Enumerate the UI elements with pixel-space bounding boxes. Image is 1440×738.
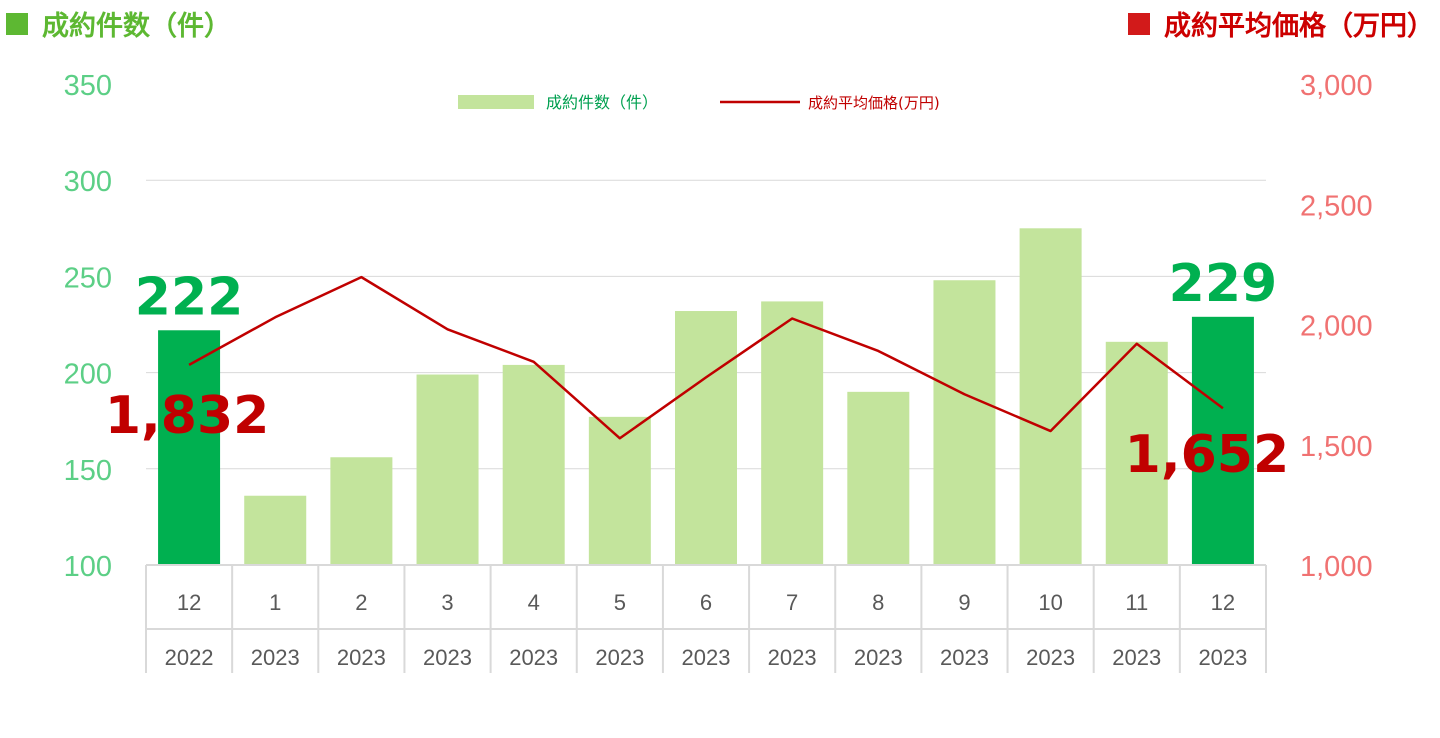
right-axis-tick-label: 1,000: [1300, 551, 1373, 583]
x-tick-year: 2023: [1198, 645, 1247, 670]
bar: [933, 280, 996, 565]
x-tick-year: 2023: [682, 645, 731, 670]
x-tick-month: 2: [355, 590, 367, 615]
value-callouts: 222 229 1,832 1,652: [105, 254, 1289, 485]
x-tick-year: 2023: [1026, 645, 1075, 670]
right-axis-tick-label: 1,500: [1300, 431, 1373, 463]
bar: [502, 364, 565, 565]
bar: [158, 330, 221, 565]
bar: [244, 495, 307, 565]
bar: [847, 391, 910, 565]
x-tick-month: 1: [269, 590, 281, 615]
left-axis-tick-label: 300: [64, 166, 112, 198]
right-axis-tick-label: 2,000: [1300, 311, 1373, 343]
x-tick-month: 11: [1125, 590, 1148, 615]
x-tick-month: 9: [958, 590, 970, 615]
value-callout: 229: [1169, 254, 1278, 314]
x-tick-month: 7: [786, 590, 798, 615]
x-tick-month: 3: [441, 590, 453, 615]
bar-series: [158, 228, 1254, 566]
left-axis-tick-label: 250: [64, 262, 112, 294]
value-callout: 1,832: [105, 386, 269, 446]
x-tick-year: 2023: [509, 645, 558, 670]
red-square-icon: [1128, 12, 1150, 35]
x-tick-month: 6: [700, 590, 712, 615]
x-tick-year: 2023: [854, 645, 903, 670]
right-axis-title-text: 成約平均価格（万円）: [1164, 11, 1434, 42]
x-tick-month: 8: [872, 590, 884, 615]
bar: [330, 457, 393, 565]
green-square-icon: [6, 12, 28, 35]
x-tick-year: 2023: [423, 645, 472, 670]
bar: [675, 311, 737, 565]
left-axis-tick-label: 200: [64, 359, 112, 391]
bar: [1191, 316, 1254, 565]
value-callout: 222: [135, 267, 244, 327]
legend-bar-swatch: [458, 95, 534, 109]
x-tick-year: 2023: [251, 645, 300, 670]
left-axis-tick-label: 150: [64, 455, 112, 487]
x-tick-month: 12: [1211, 590, 1235, 615]
right-axis-ticks: 3,000 2,500 2,000 1,500 1,000: [1300, 70, 1373, 583]
line-series: [188, 275, 1224, 440]
x-tick-year: 2023: [337, 645, 386, 670]
legend: 成約件数（件） 成約平均価格(万円): [458, 93, 940, 112]
x-tick-month: 12: [177, 590, 201, 615]
bar: [416, 374, 479, 565]
value-callout: 1,652: [1125, 425, 1289, 485]
bar: [588, 416, 651, 565]
x-tick-year: 2023: [768, 645, 817, 670]
bar: [1019, 228, 1082, 566]
x-tick-month: 10: [1038, 590, 1062, 615]
x-axis: 12 2022 1 2023 2 2023 3 2023 4 2023 5 2023 6 2023 7 202…: [145, 564, 1267, 673]
x-tick-month: 4: [528, 590, 540, 615]
x-tick-year: 2023: [940, 645, 989, 670]
legend-line-label: 成約平均価格(万円): [808, 94, 940, 112]
left-axis-tick-label: 350: [64, 70, 112, 102]
x-tick-year: 2022: [165, 645, 214, 670]
left-axis-title-text: 成約件数（件）: [42, 11, 231, 42]
x-tick-month: 5: [614, 590, 626, 615]
bar: [761, 301, 824, 565]
left-axis-title: 成約件数（件）: [6, 4, 231, 43]
right-axis-tick-label: 2,500: [1300, 190, 1373, 222]
legend-bar-label: 成約件数（件）: [546, 93, 658, 112]
right-axis-tick-label: 3,000: [1300, 70, 1373, 102]
right-axis-title: 成約平均価格（万円）: [1128, 4, 1434, 43]
left-axis-ticks: 350 300 250 200 150 100: [64, 70, 112, 583]
bar: [1105, 341, 1168, 565]
left-axis-tick-label: 100: [64, 551, 112, 583]
x-tick-year: 2023: [595, 645, 644, 670]
x-tick-year: 2023: [1112, 645, 1161, 670]
